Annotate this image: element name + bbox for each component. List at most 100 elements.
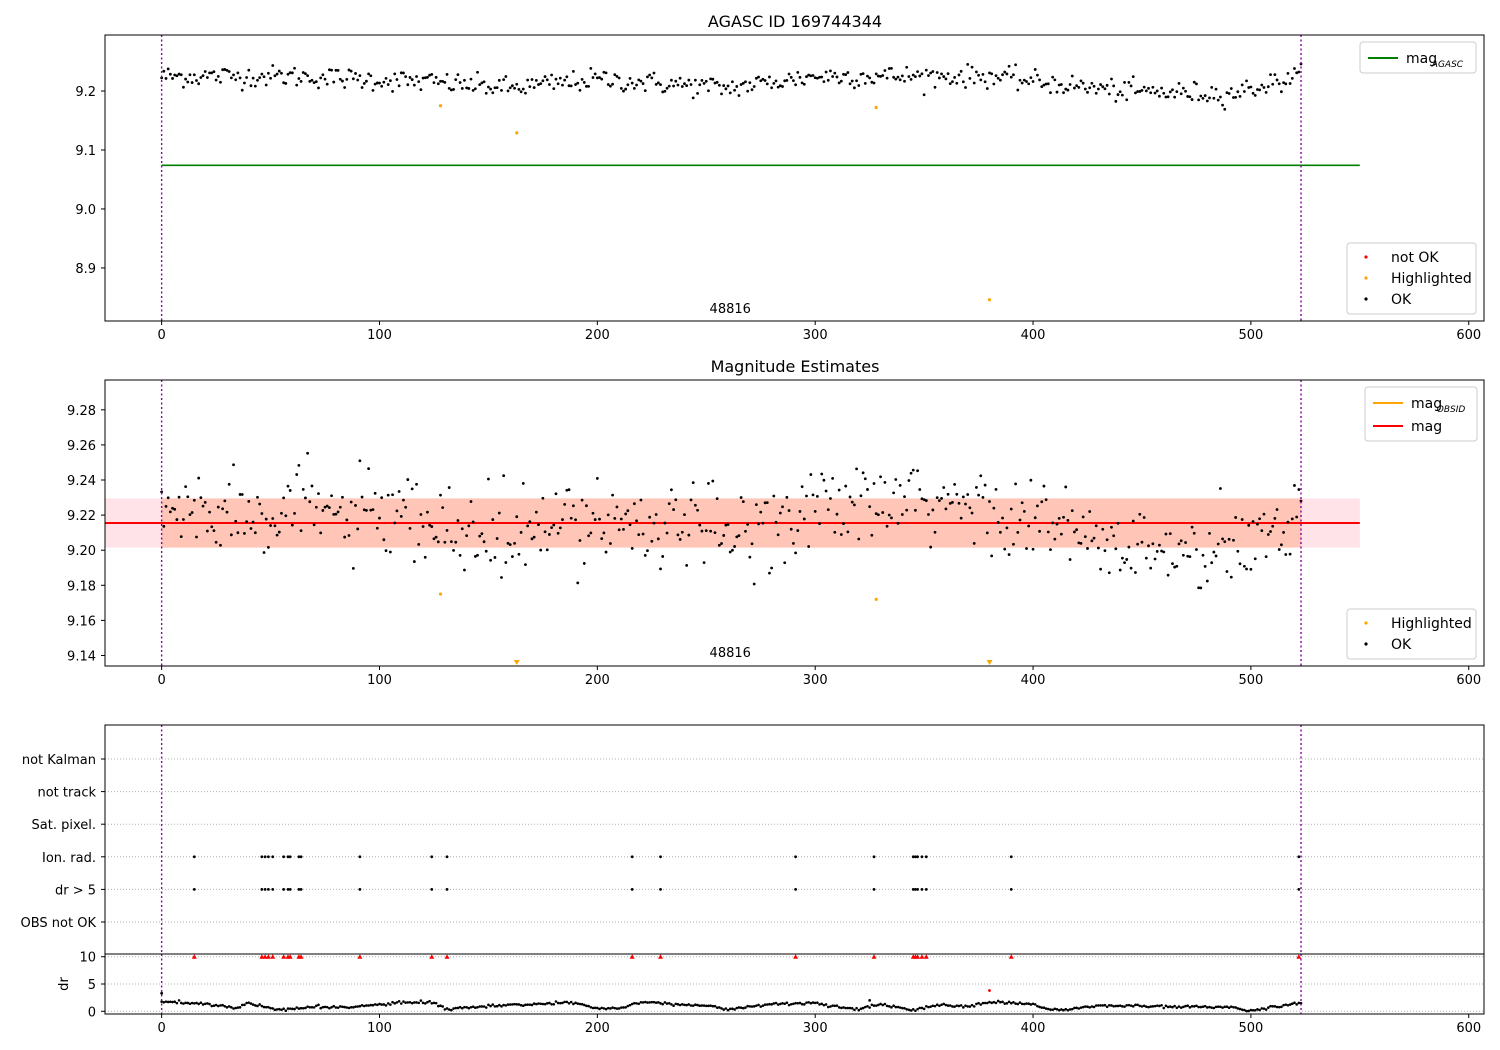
ok-point (585, 84, 588, 88)
agasc-xtick-label: 600 (1456, 328, 1481, 343)
ok-point (785, 79, 789, 82)
dr-point (203, 1002, 207, 1006)
ok-point (1227, 92, 1231, 95)
ok-point (580, 78, 584, 81)
dr-point (356, 1005, 360, 1008)
dr-point (1256, 1007, 1259, 1011)
ok-point (737, 534, 741, 538)
dr-point (1190, 1005, 1194, 1008)
ok-point (1057, 516, 1061, 520)
ok-point (770, 86, 774, 90)
ok-point (663, 89, 667, 93)
ok-point (1293, 67, 1296, 70)
ok-point (1038, 529, 1041, 533)
ok-point (1258, 517, 1262, 521)
ok-point (1020, 501, 1024, 505)
ok-point (1155, 89, 1159, 93)
ok-point (177, 495, 181, 499)
ok-point (1192, 80, 1196, 84)
ok-point (1081, 81, 1085, 85)
ok-point (332, 80, 336, 84)
dr-point (637, 1002, 641, 1006)
ok-point (476, 553, 479, 557)
flag-point (299, 855, 303, 859)
dr-point (1055, 1007, 1059, 1011)
dr-point (304, 1006, 307, 1010)
agasc-xtick-label: 400 (1021, 328, 1046, 343)
ok-point (299, 529, 303, 533)
ok-point (1247, 86, 1251, 89)
ok-point (1223, 107, 1227, 111)
ok-point (687, 78, 691, 82)
dr-point (521, 1004, 525, 1007)
dr-point (996, 999, 1000, 1003)
ok-point (214, 78, 218, 82)
ok-point (656, 81, 660, 85)
ok-point (1022, 510, 1026, 513)
ok-point (1046, 530, 1050, 534)
dr-point (713, 1004, 717, 1008)
ok-point (306, 451, 310, 455)
ok-point (916, 70, 919, 74)
ok-point (1184, 541, 1187, 544)
dr-point (1297, 1001, 1301, 1005)
dr-point (1147, 1005, 1150, 1009)
dr-point (1221, 1006, 1224, 1009)
ok-point (530, 537, 534, 541)
ok-point (473, 87, 477, 91)
ok-point (977, 73, 980, 77)
ok-point (1262, 86, 1266, 89)
dr-point (617, 1007, 621, 1010)
ok-point (624, 87, 628, 91)
dr-point (1203, 1004, 1207, 1008)
ok-point (482, 80, 486, 84)
flag-point (920, 855, 924, 859)
magnitude-panel-title: Magnitude Estimates (711, 357, 880, 376)
ok-point (811, 493, 815, 497)
ok-point (992, 82, 996, 86)
ok-point (319, 76, 323, 80)
ok-point (447, 486, 451, 489)
ok-point (593, 518, 597, 521)
ok-point (635, 519, 638, 523)
ok-point (384, 76, 388, 80)
dr-point (482, 1005, 486, 1008)
dr-point (820, 1002, 824, 1006)
flag-point (794, 888, 797, 891)
ok-point (667, 502, 671, 506)
dr-point (957, 1004, 961, 1008)
dr-point (454, 1006, 458, 1010)
dr-point (1286, 1003, 1290, 1007)
ok-point (1073, 530, 1076, 534)
ok-point (940, 496, 943, 500)
dr-point (750, 1005, 754, 1008)
ok-point (1279, 543, 1283, 547)
ok-point (449, 540, 453, 544)
ok-point (715, 80, 719, 84)
dr-point (691, 1004, 695, 1007)
ok-point (970, 65, 974, 69)
ok-point (916, 469, 919, 473)
dr-point (964, 1004, 967, 1007)
ok-point (321, 509, 325, 512)
dr-point (1262, 1007, 1266, 1010)
dr-point (476, 1005, 479, 1009)
ok-point (678, 76, 682, 80)
dr-point (406, 1001, 410, 1004)
ok-point (609, 542, 612, 545)
dr-point (944, 1003, 948, 1007)
dr-point (391, 1000, 394, 1004)
dr-point (859, 1007, 863, 1011)
ok-point (240, 88, 244, 92)
dr-point (567, 1001, 571, 1005)
agasc-point-legend-label: OK (1391, 292, 1412, 308)
dr-point (1009, 1001, 1013, 1005)
dr-point (410, 1001, 414, 1005)
ok-point (184, 77, 188, 81)
dr-point (1138, 1004, 1142, 1008)
ok-point (391, 493, 394, 497)
ok-point (979, 78, 983, 82)
flag-point (358, 888, 362, 891)
